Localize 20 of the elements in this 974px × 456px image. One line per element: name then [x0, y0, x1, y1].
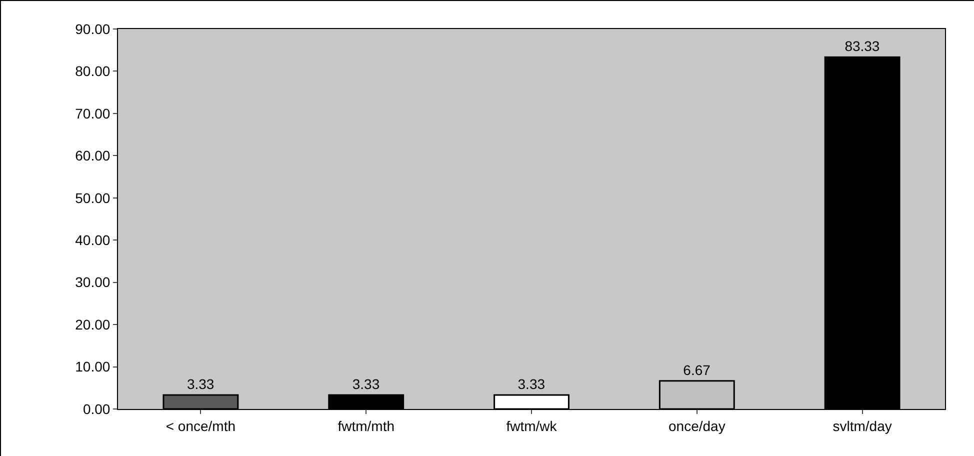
- y-tick-label: 0.00: [82, 400, 110, 417]
- y-tick-label: 70.00: [75, 105, 110, 122]
- data-label: 83.33: [844, 38, 880, 54]
- data-label: 3.33: [518, 376, 546, 392]
- y-tick-label: 20.00: [75, 316, 110, 332]
- x-tick-label: fwtm/wk: [506, 418, 558, 434]
- x-tick-label: once/day: [668, 418, 726, 434]
- data-label: 3.33: [352, 376, 380, 392]
- y-tick-label: 80.00: [75, 63, 110, 80]
- y-tick-label: 30.00: [75, 274, 110, 290]
- y-tick-label: 60.00: [75, 148, 110, 164]
- x-tick-label: fwtm/mth: [338, 418, 394, 434]
- y-tick-label: 50.00: [75, 190, 110, 206]
- y-tick-label: 40.00: [75, 232, 110, 248]
- data-label: 3.33: [186, 376, 214, 392]
- y-tick-label: 90.00: [75, 20, 110, 37]
- data-label: 6.67: [683, 362, 711, 378]
- y-tick-label: 10.00: [75, 358, 110, 375]
- x-tick-label: < once/mth: [166, 418, 236, 434]
- x-tick-label: svltm/day: [832, 418, 892, 434]
